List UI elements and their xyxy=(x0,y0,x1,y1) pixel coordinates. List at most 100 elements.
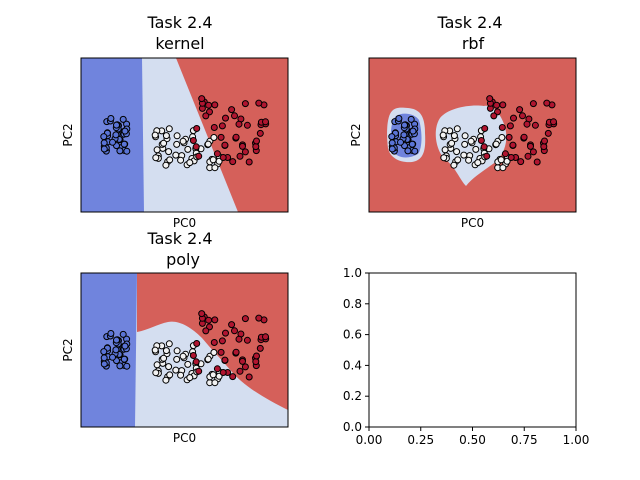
point-class-red xyxy=(505,133,513,141)
point-class-red xyxy=(262,333,269,341)
point-class-blue xyxy=(100,348,108,356)
point-class-white xyxy=(460,151,468,159)
point-class-white xyxy=(498,134,506,141)
point-class-white xyxy=(497,156,505,164)
point-class-red xyxy=(527,142,534,150)
point-class-red xyxy=(531,121,539,129)
point-class-white xyxy=(450,161,458,169)
point-class-red xyxy=(540,143,548,151)
point-class-red xyxy=(228,321,236,329)
point-class-red xyxy=(245,373,253,381)
point-class-white xyxy=(162,376,170,384)
panel-rbf-frame xyxy=(368,57,577,213)
x-tick-label: 0.75 xyxy=(511,433,538,447)
point-class-blue xyxy=(401,121,408,129)
point-class-white xyxy=(465,156,473,164)
point-class-red xyxy=(486,95,494,103)
panel-empty-ticks: 0.00 0.25 0.50 0.75 1.00 0.0 0.2 0.4 0.6 0.8 1.0 xyxy=(343,266,589,447)
point-class-blue xyxy=(123,362,131,370)
panel-empty-frame xyxy=(368,272,577,428)
point-class-blue xyxy=(109,353,116,361)
point-class-blue xyxy=(404,147,412,155)
point-class-red xyxy=(256,344,264,352)
point-class-white xyxy=(165,148,173,156)
point-class-red xyxy=(533,158,541,166)
point-class-white xyxy=(152,369,160,377)
point-class-white xyxy=(474,159,482,167)
point-class-red xyxy=(543,99,551,107)
panel-kernel-xlabel: PC0 xyxy=(173,216,196,230)
y-tick-label: 1.0 xyxy=(343,266,362,280)
point-class-blue xyxy=(116,147,124,155)
point-class-blue xyxy=(100,354,108,362)
point-class-red xyxy=(211,316,219,324)
point-class-red xyxy=(219,154,227,161)
point-class-blue xyxy=(120,140,128,148)
point-class-red xyxy=(541,137,548,145)
point-class-white xyxy=(165,340,173,348)
point-class-white xyxy=(165,363,173,371)
panel-poly-ylabel: PC2 xyxy=(61,338,75,361)
point-class-white xyxy=(153,146,161,154)
point-class-blue xyxy=(407,115,415,123)
panel-poly-xlabel: PC0 xyxy=(173,431,196,445)
point-class-white xyxy=(173,132,181,140)
point-class-red xyxy=(252,143,260,151)
point-class-white xyxy=(151,346,159,354)
point-class-red xyxy=(205,101,213,109)
point-class-white xyxy=(184,360,192,368)
panel-rbf-title-line1: Task 2.4 xyxy=(436,13,502,32)
point-class-white xyxy=(186,159,194,167)
point-class-red xyxy=(529,100,537,108)
point-class-white xyxy=(152,154,160,162)
point-class-blue xyxy=(100,360,108,368)
point-class-white xyxy=(450,132,458,140)
point-class-red xyxy=(262,118,269,126)
point-class-red xyxy=(243,336,251,344)
x-tick-label: 1.00 xyxy=(563,433,590,447)
point-class-red xyxy=(235,120,243,128)
point-class-red xyxy=(255,314,263,322)
point-class-blue xyxy=(112,346,120,354)
point-class-red xyxy=(241,148,249,156)
point-class-white xyxy=(472,145,480,153)
point-class-blue xyxy=(409,127,417,135)
point-class-red xyxy=(236,152,244,160)
point-class-red xyxy=(480,143,488,151)
point-class-red xyxy=(231,112,238,120)
point-class-white xyxy=(162,132,170,140)
point-class-red xyxy=(239,142,246,150)
point-class-blue xyxy=(121,127,129,135)
point-class-red xyxy=(501,150,509,158)
point-class-red xyxy=(477,137,485,144)
point-class-red xyxy=(213,150,221,158)
point-class-red xyxy=(228,106,236,114)
point-class-red xyxy=(499,101,507,109)
point-class-red xyxy=(544,129,552,137)
y-tick-label: 0.0 xyxy=(343,420,362,434)
point-class-white xyxy=(172,151,180,159)
point-class-white xyxy=(461,132,469,140)
point-class-white xyxy=(166,156,174,164)
point-class-white xyxy=(151,131,159,139)
panel-kernel-title-line2: kernel xyxy=(155,34,204,53)
point-class-red xyxy=(229,373,237,381)
panel-poly: Task 2.4 poly PC0 PC2 xyxy=(61,229,289,445)
point-class-blue xyxy=(107,115,115,122)
point-class-blue xyxy=(112,131,120,139)
point-class-red xyxy=(490,112,498,120)
point-class-red xyxy=(241,315,249,323)
point-class-blue xyxy=(113,336,120,344)
point-class-white xyxy=(211,164,219,172)
point-class-red xyxy=(239,357,246,365)
panel-kernel-regions xyxy=(81,58,288,212)
point-class-red xyxy=(507,154,515,161)
point-class-white xyxy=(172,366,180,374)
point-class-blue xyxy=(397,138,404,146)
point-class-white xyxy=(160,354,168,362)
point-class-blue xyxy=(411,147,419,155)
point-class-red xyxy=(202,327,210,335)
point-class-white xyxy=(439,131,447,139)
x-tick-label: 0.25 xyxy=(407,433,434,447)
